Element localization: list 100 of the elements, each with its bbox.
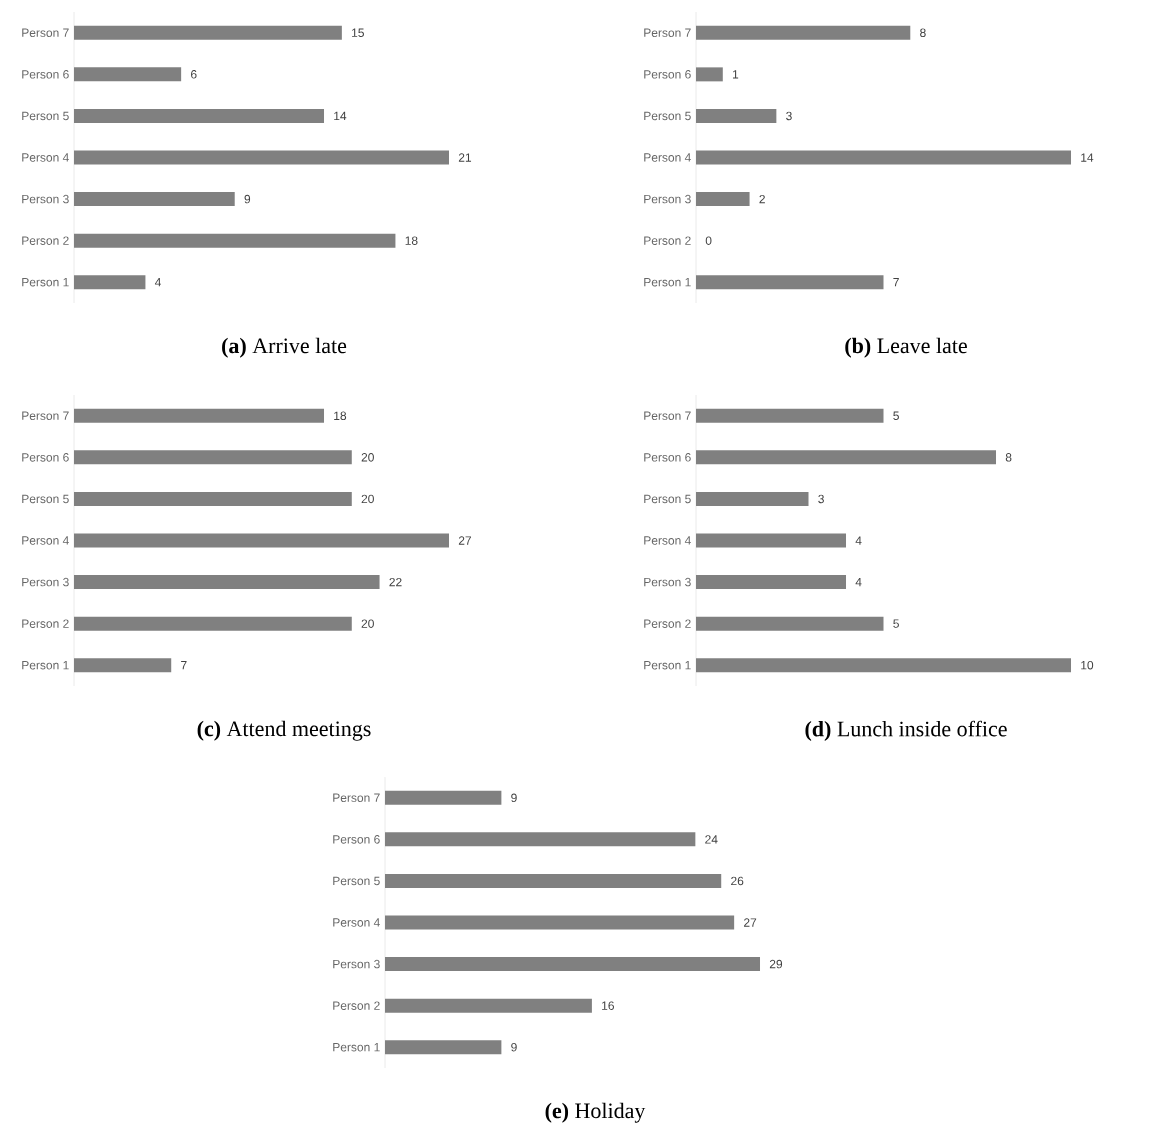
bar — [385, 832, 696, 847]
data-label: 24 — [705, 835, 718, 844]
data-label: 4 — [855, 577, 862, 587]
text: (c) Attend meetings — [197, 720, 371, 741]
bar — [696, 616, 884, 631]
data-label: 5 — [893, 411, 899, 420]
data-label: 8 — [1005, 453, 1012, 462]
y-tick-label: Person 1 — [644, 278, 691, 287]
text: (e) Holiday — [545, 1102, 646, 1123]
y-tick-label: Person 4 — [333, 918, 380, 927]
y-tick-label: Person 6 — [22, 453, 69, 462]
bar — [696, 491, 809, 506]
data-label: 9 — [244, 194, 251, 204]
data-label: 0 — [705, 236, 712, 245]
data-label: 27 — [744, 918, 757, 927]
bar — [696, 150, 1072, 165]
data-label: 7 — [181, 661, 187, 670]
data-label: 21 — [458, 153, 472, 162]
bar — [74, 491, 352, 506]
bar — [385, 957, 761, 972]
bar — [385, 915, 735, 930]
bar — [74, 450, 352, 465]
y-tick-label: Person 4 — [644, 153, 691, 162]
data-label: 26 — [731, 876, 744, 886]
bar — [696, 108, 777, 123]
bar — [696, 67, 723, 82]
data-label: 27 — [458, 536, 472, 545]
data-label: 9 — [511, 1042, 517, 1052]
bar — [696, 533, 847, 548]
bar — [74, 192, 235, 207]
y-tick-label: Person 6 — [644, 70, 691, 79]
data-label: 7 — [893, 278, 899, 287]
data-label: 9 — [511, 793, 517, 803]
y-tick-label: Person 5 — [22, 111, 69, 121]
bar — [74, 150, 450, 165]
data-label: 4 — [855, 536, 862, 545]
y-tick-label: Person 4 — [22, 536, 69, 545]
y-tick-label: Person 5 — [22, 494, 69, 504]
text: (d) Lunch inside office — [805, 720, 1007, 741]
bar — [385, 790, 502, 805]
data-label: 14 — [1081, 153, 1094, 162]
data-label: 4 — [154, 278, 162, 287]
y-tick-label: Person 3 — [644, 194, 691, 204]
data-label: 3 — [818, 494, 824, 504]
bar — [74, 616, 352, 631]
bar — [74, 533, 450, 548]
y-tick-label: Person 2 — [22, 236, 69, 245]
bar — [696, 575, 847, 590]
y-tick-label: Person 6 — [22, 70, 69, 79]
bar — [74, 408, 325, 423]
data-label: 29 — [769, 959, 783, 969]
y-tick-label: Person 7 — [333, 793, 380, 802]
data-label: 1 — [732, 70, 739, 79]
y-tick-label: Person 3 — [333, 959, 380, 969]
y-tick-label: Person 7 — [22, 28, 69, 37]
bar — [696, 408, 884, 423]
data-label: 2 — [759, 194, 765, 204]
bar — [385, 998, 592, 1013]
data-label: 18 — [405, 236, 418, 245]
data-label: 20 — [361, 453, 374, 462]
y-tick-label: Person 2 — [644, 236, 691, 245]
bar — [74, 658, 172, 673]
y-tick-label: Person 4 — [22, 153, 69, 162]
data-label: 5 — [893, 619, 899, 628]
y-tick-label: Person 2 — [333, 1001, 380, 1010]
y-tick-label: Person 7 — [22, 411, 69, 420]
data-label: 15 — [352, 28, 364, 37]
data-label: 8 — [920, 28, 926, 38]
y-tick-label: Person 1 — [644, 661, 691, 670]
y-tick-label: Person 3 — [22, 194, 69, 204]
data-label: 20 — [361, 494, 374, 504]
y-tick-label: Person 5 — [333, 876, 380, 886]
y-tick-label: Person 3 — [22, 577, 69, 587]
bar — [74, 275, 146, 290]
data-label: 18 — [334, 411, 347, 421]
bar — [74, 108, 325, 123]
y-tick-label: Person 2 — [22, 619, 69, 628]
text: (a) Arrive late — [222, 337, 347, 358]
bar — [696, 658, 1072, 673]
bar — [696, 192, 750, 207]
bar — [74, 67, 182, 82]
y-tick-label: Person 5 — [644, 494, 691, 504]
bar — [696, 450, 997, 465]
data-label: 3 — [786, 111, 792, 121]
y-tick-label: Person 6 — [644, 453, 691, 462]
data-label: 10 — [1081, 660, 1094, 670]
y-tick-label: Person 2 — [644, 619, 691, 628]
data-label: 6 — [191, 70, 197, 79]
y-tick-label: Person 1 — [22, 278, 69, 287]
data-label: 14 — [334, 111, 347, 121]
y-tick-label: Person 1 — [22, 661, 69, 670]
bar — [74, 25, 342, 40]
y-tick-label: Person 4 — [644, 536, 691, 545]
bar — [385, 873, 722, 888]
data-label: 22 — [389, 577, 402, 587]
bar — [385, 1040, 502, 1055]
data-label: 20 — [361, 619, 374, 628]
y-tick-label: Person 1 — [333, 1043, 380, 1052]
text: (b) Leave late — [845, 337, 967, 358]
y-tick-label: Person 7 — [644, 411, 691, 420]
